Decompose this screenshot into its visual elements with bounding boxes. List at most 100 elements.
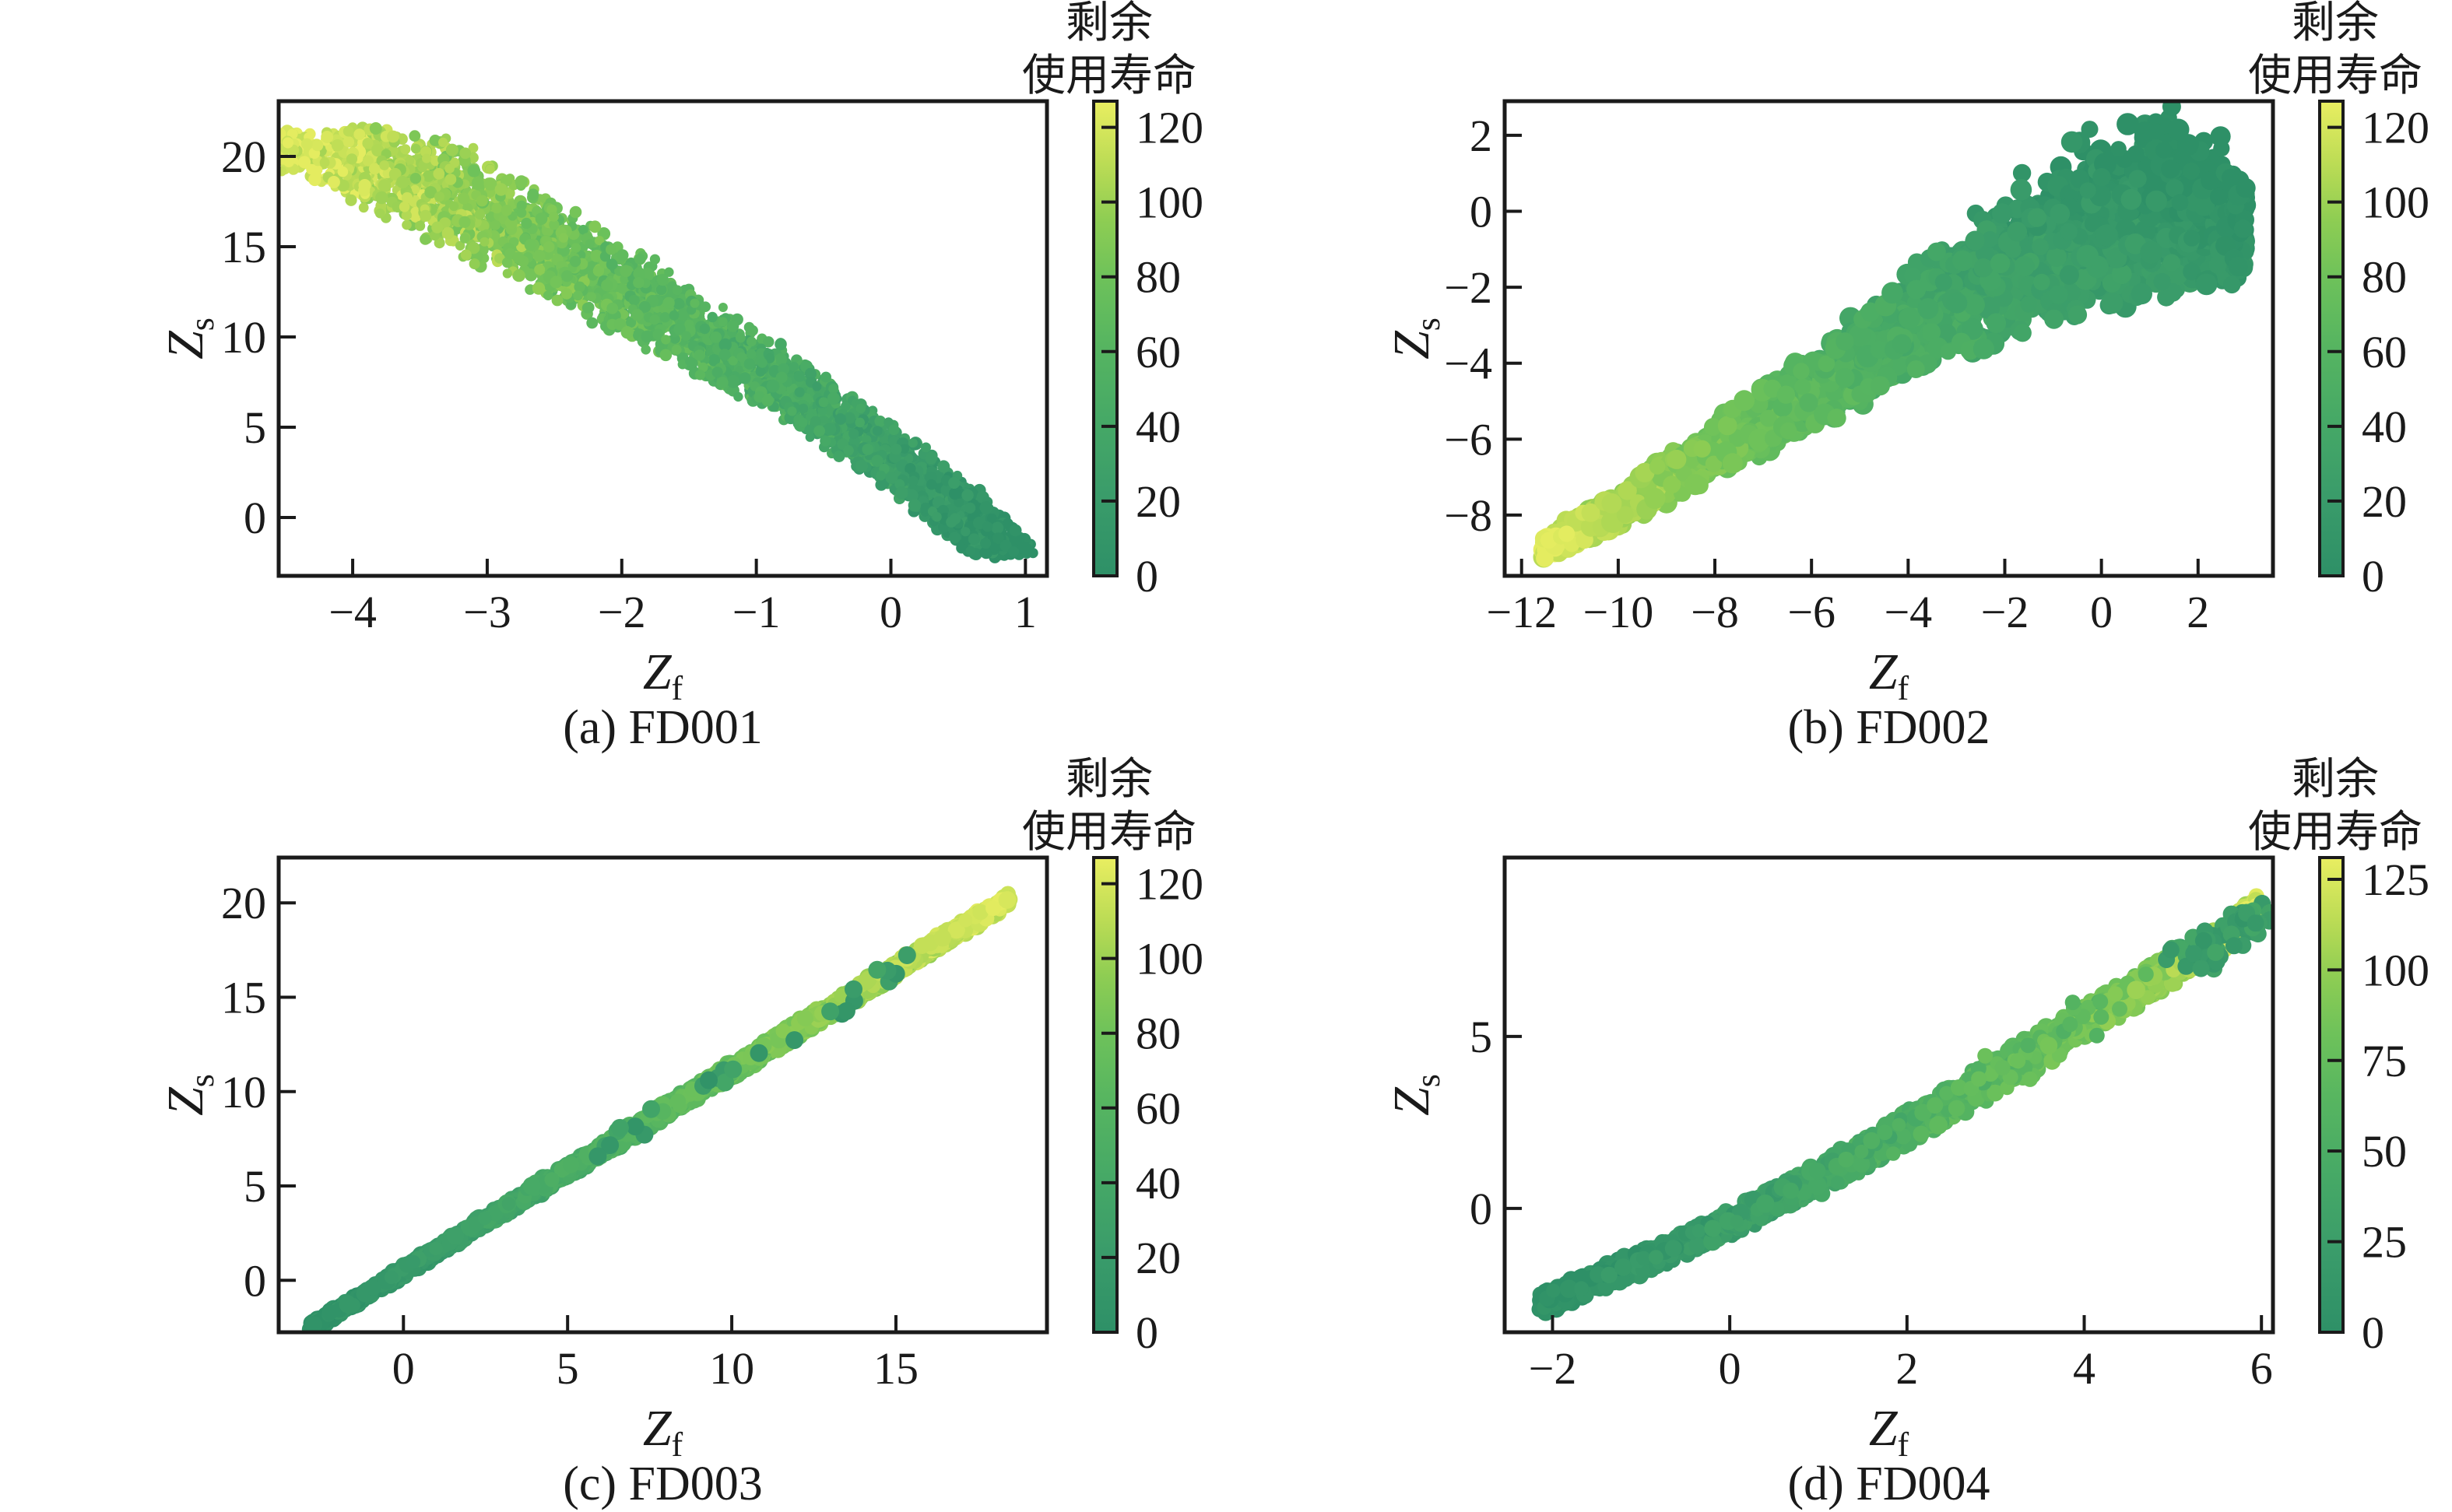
colorbar-tick-label: 20 [1136, 1233, 1181, 1283]
colorbar-tick-label: 120 [1136, 859, 1203, 910]
x-tick-label: −2 [1981, 587, 2029, 637]
colorbar-tick-label: 100 [2362, 945, 2429, 995]
x-tick-label: −10 [1583, 587, 1654, 637]
y-axis-label: Zs [1383, 317, 1447, 360]
colorbar-tick-label: 20 [1136, 476, 1181, 527]
x-tick-label: 0 [392, 1343, 415, 1394]
colorbar-tick-label: 60 [1136, 327, 1181, 377]
x-tick-label: 0 [880, 587, 902, 637]
y-axis: 0 5 10 15 20 [221, 878, 296, 1306]
colorbar-tick-label: 80 [1136, 1009, 1181, 1059]
colorbar-tick-label: 40 [1136, 1158, 1181, 1209]
y-tick-label: 2 [1470, 111, 1492, 161]
colorbar-tick-label: 100 [1136, 177, 1203, 228]
y-axis: 0 5 10 15 20 [221, 132, 296, 543]
colorbar-tick-label: 0 [1136, 1307, 1158, 1358]
y-tick-label: −8 [1444, 490, 1492, 541]
colorbar-title-line1: 剩余 [1066, 756, 1153, 805]
x-tick-label: −8 [1691, 587, 1739, 637]
y-axis: 05 [1470, 1012, 1522, 1234]
x-tick-label: −12 [1486, 587, 1557, 637]
y-tick-label: 20 [221, 132, 266, 182]
plot-box [1502, 99, 2275, 578]
y-tick-label: 5 [244, 402, 266, 453]
y-axis-label: Zs [1383, 1074, 1447, 1116]
colorbar-gradient [1092, 100, 1119, 577]
x-tick-label: 2 [1895, 1343, 1918, 1394]
colorbar-tick-label: 20 [2362, 476, 2407, 527]
scatter-layer [301, 886, 1018, 1332]
y-axis-label: Zs [157, 1074, 221, 1116]
x-tick-label: 10 [709, 1343, 754, 1394]
x-axis-label: Zf [643, 644, 683, 707]
colorbar-title-line1: 剩余 [1066, 0, 1153, 48]
colorbar-tick-label: 25 [2362, 1217, 2407, 1268]
panel-fd002: −12 −10 −8 −6 −4 −2 0 2 −8 −6 −4 −2 0 2 Zf Zs (b) FD002 0… [1383, 0, 2429, 754]
y-tick-label: −4 [1444, 339, 1492, 389]
y-tick-label: 5 [1470, 1012, 1492, 1062]
x-axis-label: Zf [643, 1400, 683, 1464]
y-tick-label: 0 [1470, 187, 1492, 237]
scatter-layer [1531, 888, 2273, 1321]
x-tick-label: −4 [328, 587, 377, 637]
x-tick-label: −1 [732, 587, 781, 637]
x-tick-label: −6 [1787, 587, 1835, 637]
colorbar-title-line2: 使用寿命 [1022, 51, 1196, 101]
colorbar-tick-label: 100 [2362, 177, 2429, 228]
subplot-caption: (b) FD002 [1787, 701, 1990, 754]
colorbar-tick-label: 40 [2362, 402, 2407, 452]
scatter-layer [279, 121, 1038, 563]
colorbar-tick-label: 0 [1136, 551, 1158, 602]
x-tick-label: −4 [1884, 587, 1932, 637]
colorbar-tick-label: 80 [2362, 252, 2407, 303]
y-tick-label: 10 [221, 1067, 266, 1117]
subplot-caption: (c) FD003 [563, 1458, 763, 1510]
x-tick-label: −3 [463, 587, 511, 637]
y-tick-label: 0 [244, 1255, 266, 1306]
y-axis: −8 −6 −4 −2 0 2 [1444, 111, 1522, 541]
colorbar-tick-label: 60 [1136, 1083, 1181, 1134]
subplot-caption: (a) FD001 [563, 701, 763, 754]
colorbar-gradient [2318, 100, 2345, 577]
colorbar-gradient [2318, 856, 2345, 1334]
x-tick-label: 0 [1719, 1343, 1741, 1394]
scatter-layer [1533, 101, 2257, 568]
colorbar-tick-label: 120 [2362, 103, 2429, 153]
y-tick-label: −2 [1444, 262, 1492, 313]
x-axis: −2 0 2 4 6 [1529, 1315, 2273, 1394]
colorbar-title-line1: 剩余 [2292, 756, 2379, 805]
y-tick-label: 20 [221, 878, 266, 928]
x-axis: −12 −10 −8 −6 −4 −2 0 2 [1486, 559, 2209, 637]
colorbar-tick-label: 120 [1136, 103, 1203, 153]
x-axis: −4 −3 −2 −1 0 1 [328, 559, 1037, 637]
colorbar-title-line1: 剩余 [2292, 0, 2379, 48]
y-tick-label: 0 [1470, 1184, 1492, 1234]
y-tick-label: 0 [244, 493, 266, 543]
colorbar-title-line2: 使用寿命 [2248, 51, 2422, 101]
y-tick-label: 10 [221, 312, 266, 363]
colorbar-tick-label: 0 [2362, 551, 2384, 602]
y-axis-label: Zs [157, 317, 221, 360]
x-tick-label: 0 [2090, 587, 2113, 637]
x-tick-label: 2 [2187, 587, 2209, 637]
x-tick-label: 15 [873, 1343, 919, 1394]
colorbar-tick-label: 60 [2362, 327, 2407, 377]
colorbar-tick-label: 40 [1136, 402, 1181, 452]
x-tick-label: 4 [2073, 1343, 2095, 1394]
colorbar-tick-label: 75 [2362, 1036, 2407, 1086]
colorbar-title-line2: 使用寿命 [2248, 807, 2422, 858]
plot-box [1502, 855, 2275, 1335]
x-tick-label: −2 [1529, 1343, 1577, 1394]
colorbar-tick-label: 125 [2362, 854, 2429, 905]
x-tick-label: −2 [598, 587, 646, 637]
colorbar-title-line2: 使用寿命 [1022, 807, 1196, 858]
colorbar-gradient [1092, 856, 1119, 1334]
y-tick-label: 5 [244, 1161, 266, 1212]
x-tick-label: 5 [557, 1343, 579, 1394]
